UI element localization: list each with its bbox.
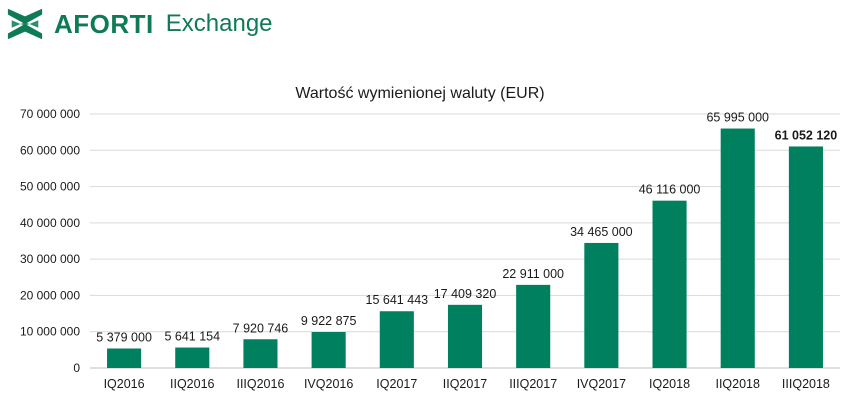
x-tick-label: IIIQ2018: [782, 377, 830, 391]
x-tick-label: IQ2016: [104, 377, 145, 391]
data-label: 7 920 746: [233, 321, 289, 335]
chart-title: Wartość wymienionej waluty (EUR): [295, 85, 544, 102]
bar: [379, 311, 414, 368]
x-tick-label: IVQ2016: [304, 377, 353, 391]
y-tick-label: 70 000 000: [20, 107, 80, 121]
y-tick-label: 20 000 000: [20, 288, 80, 302]
data-label: 9 922 875: [301, 314, 357, 328]
brand-name: AFORTI: [54, 9, 154, 39]
bar: [720, 128, 755, 368]
x-tick-label: IVQ2017: [577, 377, 626, 391]
data-label: 15 641 443: [366, 293, 429, 307]
aforti-logo-icon: [7, 8, 43, 40]
data-label: 65 995 000: [706, 111, 769, 125]
data-label: 17 409 320: [434, 287, 497, 301]
y-tick-label: 60 000 000: [20, 143, 80, 157]
bar: [175, 347, 210, 368]
x-tick-label: IIQ2016: [170, 377, 215, 391]
y-tick-label: 0: [73, 361, 80, 375]
x-tick-label: IIIQ2017: [509, 377, 557, 391]
x-tick-label: IIQ2017: [443, 377, 488, 391]
bar: [447, 304, 483, 368]
chart-bars: [107, 128, 823, 368]
y-tick-label: 40 000 000: [20, 216, 80, 230]
chart-data-labels: 5 379 000 5 641 154 7 920 746 9 922 875 15 6…: [96, 111, 837, 345]
bar: [652, 200, 687, 368]
y-tick-label: 30 000 000: [20, 252, 80, 266]
y-axis: 0 10 000 000 20 000 000 30 000 000 40 000 00…: [20, 107, 80, 375]
x-tick-label: IQ2017: [376, 377, 417, 391]
data-label: 22 911 000: [502, 267, 564, 281]
brand-logo: AFORTI Exchange: [6, 4, 273, 44]
x-tick-label: IIIQ2016: [236, 377, 284, 391]
x-axis: IQ2016 IIQ2016 IIIQ2016 IVQ2016 IQ2017 IIQ201…: [104, 377, 830, 391]
bar-chart: Wartość wymienionej waluty (EUR) 0 10 000…: [20, 85, 840, 391]
data-label: 34 465 000: [570, 225, 633, 239]
data-label: 61 052 120: [775, 128, 838, 142]
data-label: 5 379 000: [96, 330, 152, 344]
x-tick-label: IQ2018: [649, 377, 690, 391]
y-tick-label: 50 000 000: [20, 180, 80, 194]
x-tick-label: IIQ2018: [715, 377, 760, 391]
bar: [516, 284, 551, 368]
data-label: 46 116 000: [639, 183, 701, 197]
bar: [311, 331, 346, 368]
bar: [243, 339, 278, 368]
bar: [107, 348, 142, 368]
data-label: 5 641 154: [164, 330, 220, 344]
brand-subtitle: Exchange: [165, 10, 273, 37]
bar: [584, 242, 619, 368]
y-tick-label: 10 000 000: [20, 325, 80, 339]
bar: [788, 146, 823, 368]
chart-container: Wartość wymienionej waluty (EUR) 0 10 000…: [0, 72, 856, 413]
